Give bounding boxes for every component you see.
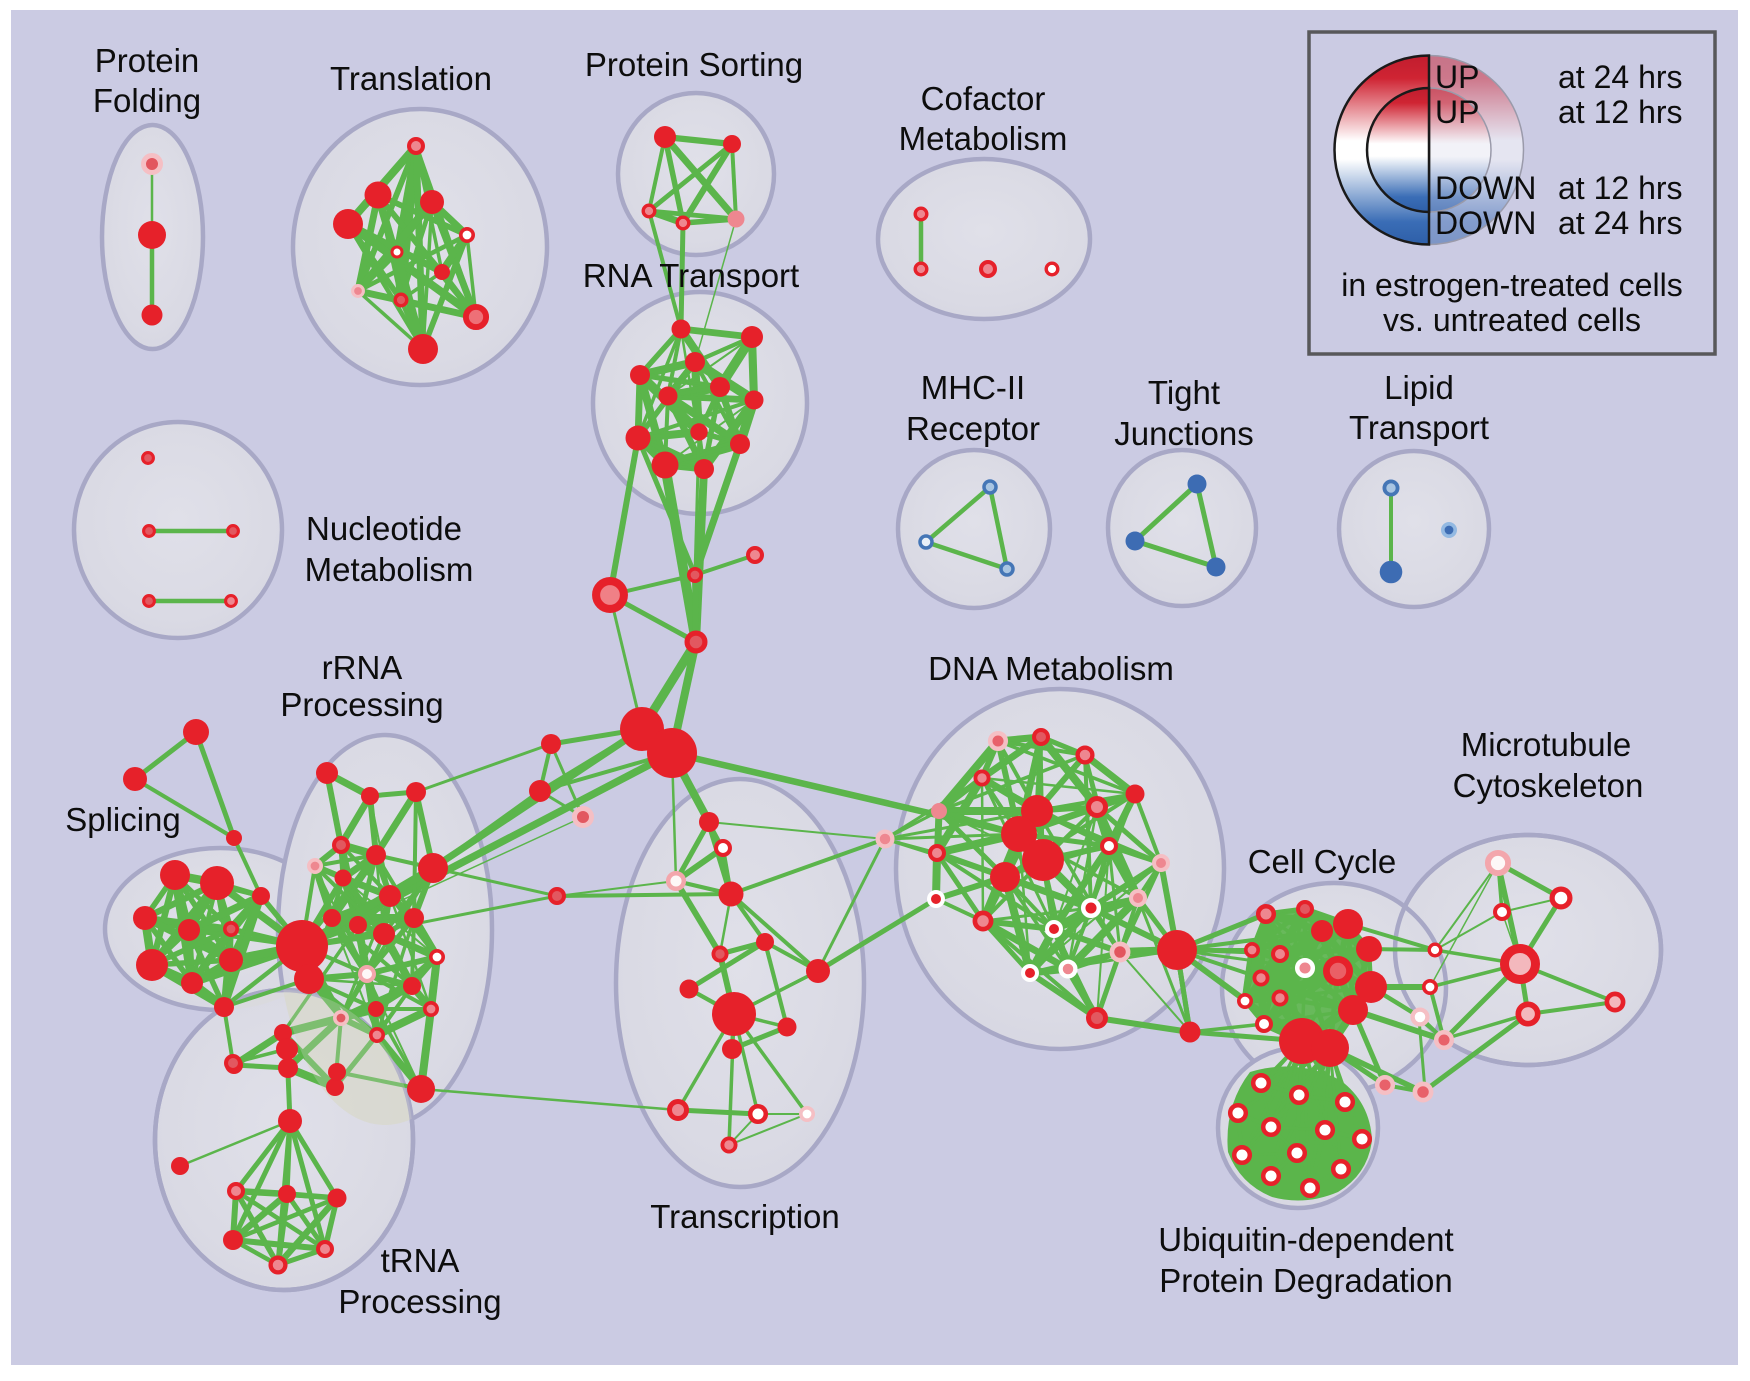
svg-text:rRNA: rRNA: [322, 649, 403, 686]
svg-text:at 24 hrs: at 24 hrs: [1558, 59, 1683, 95]
svg-text:at 12 hrs: at 12 hrs: [1558, 94, 1683, 130]
svg-text:Microtubule: Microtubule: [1461, 726, 1632, 763]
svg-text:MHC-II: MHC-II: [921, 369, 1025, 406]
svg-text:Cytoskeleton: Cytoskeleton: [1453, 767, 1644, 804]
svg-text:UP: UP: [1435, 59, 1479, 95]
svg-text:Processing: Processing: [338, 1283, 501, 1320]
svg-text:at 12 hrs: at 12 hrs: [1558, 170, 1683, 206]
svg-text:Translation: Translation: [330, 60, 492, 97]
svg-text:Folding: Folding: [93, 82, 201, 119]
svg-text:Protein Sorting: Protein Sorting: [585, 46, 803, 83]
svg-text:Splicing: Splicing: [65, 801, 181, 838]
svg-text:Metabolism: Metabolism: [899, 120, 1068, 157]
svg-text:Nucleotide: Nucleotide: [306, 510, 462, 547]
svg-text:Tight: Tight: [1148, 374, 1220, 411]
svg-text:Processing: Processing: [280, 686, 443, 723]
svg-text:Metabolism: Metabolism: [305, 551, 474, 588]
svg-text:in estrogen-treated cells: in estrogen-treated cells: [1341, 267, 1683, 303]
svg-text:Protein Degradation: Protein Degradation: [1159, 1262, 1453, 1299]
svg-text:Cell Cycle: Cell Cycle: [1248, 843, 1397, 880]
svg-text:Lipid: Lipid: [1384, 369, 1454, 406]
svg-text:Transport: Transport: [1349, 409, 1489, 446]
svg-text:DOWN: DOWN: [1435, 205, 1536, 241]
svg-text:DNA Metabolism: DNA Metabolism: [928, 650, 1174, 687]
svg-text:vs. untreated cells: vs. untreated cells: [1383, 302, 1641, 338]
svg-text:Junctions: Junctions: [1114, 415, 1253, 452]
svg-text:Receptor: Receptor: [906, 410, 1040, 447]
svg-text:RNA Transport: RNA Transport: [583, 257, 799, 294]
svg-text:at 24 hrs: at 24 hrs: [1558, 205, 1683, 241]
svg-text:tRNA: tRNA: [381, 1242, 460, 1279]
svg-text:Ubiquitin-dependent: Ubiquitin-dependent: [1158, 1221, 1453, 1258]
svg-text:Protein: Protein: [95, 42, 200, 79]
svg-text:DOWN: DOWN: [1435, 170, 1536, 206]
svg-text:UP: UP: [1435, 94, 1479, 130]
svg-text:Cofactor: Cofactor: [921, 80, 1046, 117]
svg-text:Transcription: Transcription: [650, 1198, 840, 1235]
